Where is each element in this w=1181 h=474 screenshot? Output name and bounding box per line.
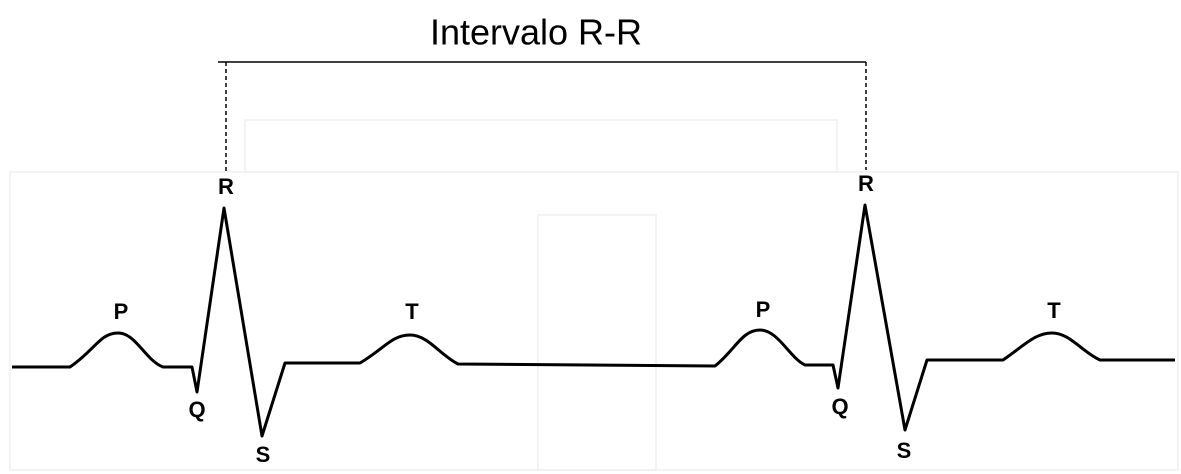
- t-wave-label: T: [405, 299, 419, 324]
- q-wave-label: Q: [831, 394, 848, 419]
- frame: [9, 171, 1179, 471]
- q-wave-label: Q: [188, 397, 205, 422]
- interval-title: Intervalo R-R: [430, 12, 642, 53]
- r-wave-label: R: [858, 171, 874, 196]
- frame: [244, 119, 838, 173]
- ecg-trace: [12, 203, 1175, 438]
- t-wave-label: T: [1047, 298, 1061, 323]
- p-wave-label: P: [756, 297, 771, 322]
- p-wave-label: P: [114, 299, 129, 324]
- frame: [537, 214, 657, 471]
- r-wave-label: R: [218, 174, 234, 199]
- background-frames: [9, 119, 1179, 471]
- s-wave-label: S: [897, 438, 912, 463]
- s-wave-label: S: [256, 442, 271, 467]
